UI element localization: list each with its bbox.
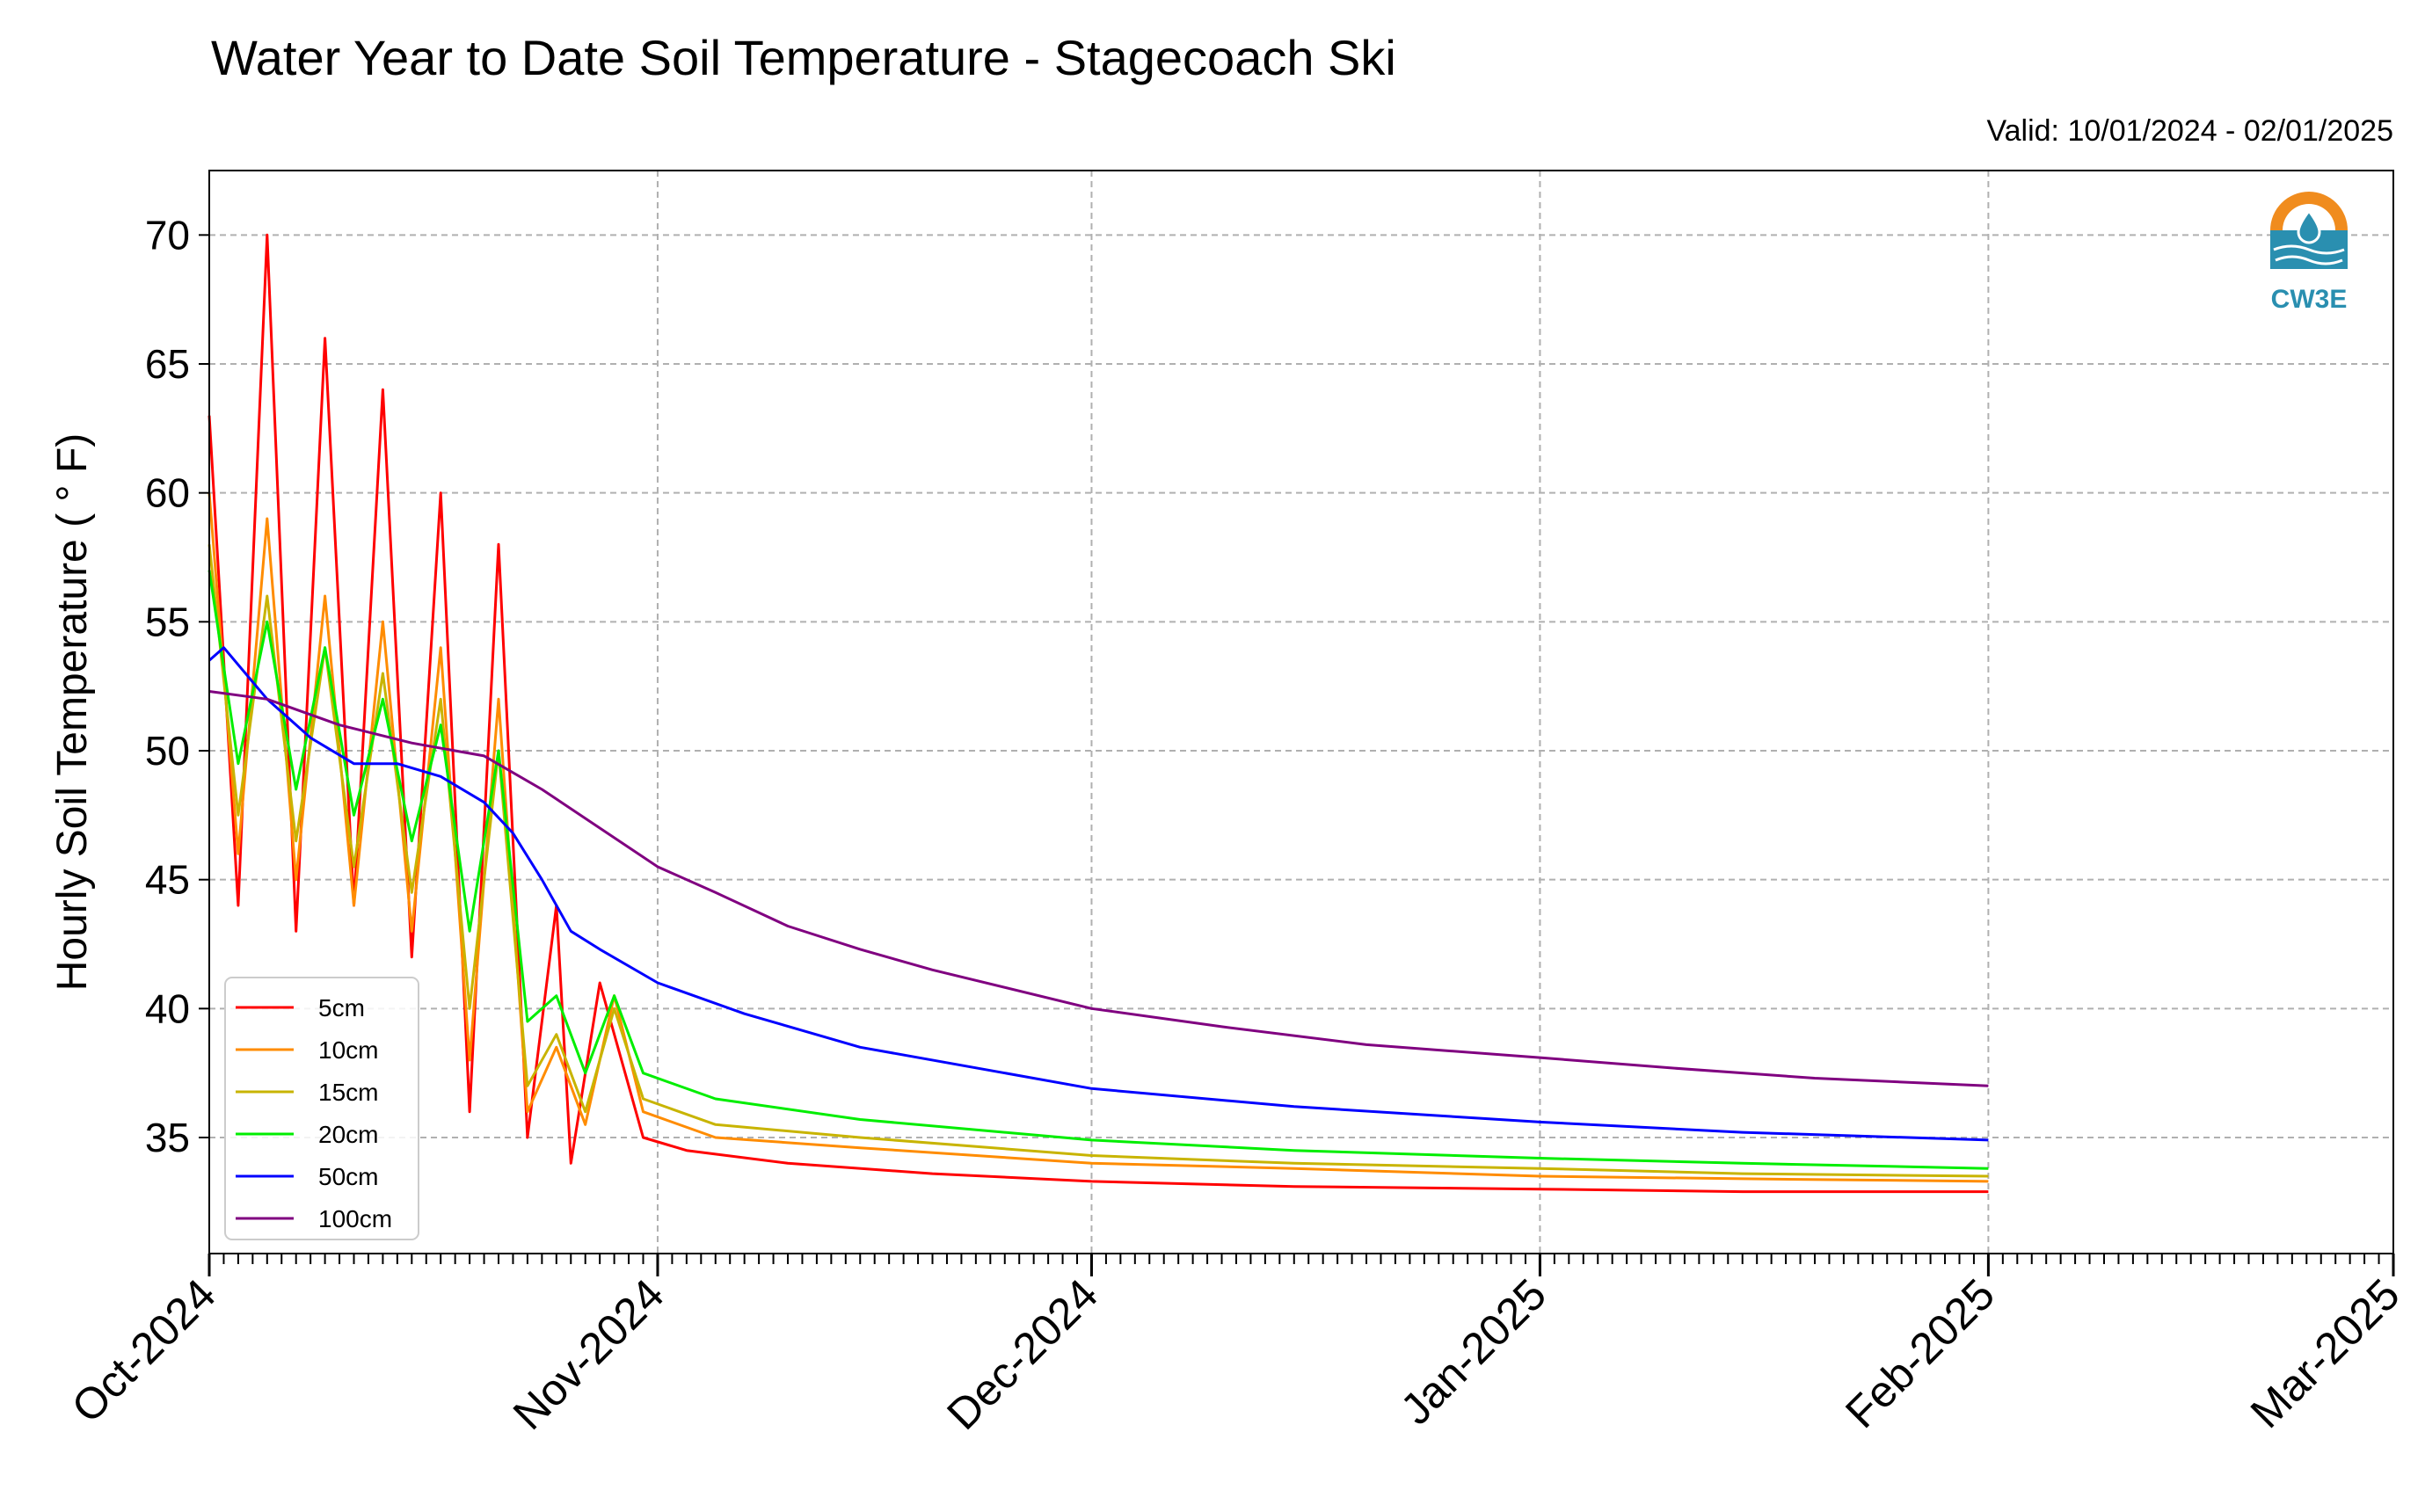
y-tick-label: 70 (145, 212, 190, 258)
y-axis-ticks: 35 40 45 50 55 60 65 70 (145, 212, 209, 1160)
x-tick-label: Mar-2025 (2241, 1269, 2409, 1437)
legend-label: 20cm (318, 1121, 378, 1148)
series-line-10cm (208, 492, 1989, 1183)
legend-label: 15cm (318, 1079, 378, 1106)
y-tick-label: 35 (145, 1115, 190, 1160)
x-axis-ticks: Oct-2024 Nov-2024 Dec-2024 Jan-2025 Feb-2025… (62, 1254, 2409, 1439)
legend-box (224, 977, 419, 1240)
chart-title: Water Year to Date Soil Temperature - St… (211, 30, 1396, 85)
logo-wave (2275, 255, 2343, 265)
y-tick-label: 40 (145, 985, 190, 1031)
series-line-5cm (208, 233, 1989, 1194)
plot-frame (208, 170, 2394, 1254)
y-axis-label: Hourly Soil Temperature ( ° F) (49, 433, 96, 992)
legend-label: 5cm (318, 994, 365, 1021)
logo-wave (2273, 244, 2345, 255)
cw3e-logo: CW3E (2270, 192, 2348, 314)
y-tick-label: 45 (145, 857, 190, 903)
series-line-15cm (208, 544, 1989, 1178)
y-tick-label: 55 (145, 599, 190, 644)
y-tick-label: 65 (145, 341, 190, 387)
series-line-20cm (208, 570, 1989, 1170)
x-tick-label: Oct-2024 (62, 1269, 225, 1432)
legend-label: 10cm (318, 1036, 378, 1064)
legend: 5cm 10cm 15cm 20cm 50cm 100cm (224, 977, 419, 1240)
x-tick-label: Feb-2025 (1836, 1269, 2004, 1437)
chart-subtitle: Valid: 10/01/2024 - 02/01/2025 (1986, 114, 2393, 148)
series-line-50cm (208, 646, 1989, 1142)
logo-text: CW3E (2271, 285, 2348, 314)
legend-label: 50cm (318, 1163, 378, 1190)
x-tick-label: Nov-2024 (504, 1269, 674, 1439)
x-tick-label: Jan-2025 (1391, 1269, 1555, 1434)
legend-label: 100cm (318, 1205, 392, 1232)
y-tick-label: 60 (145, 470, 190, 516)
water-drop-icon (2297, 208, 2321, 244)
series-lines (208, 233, 1989, 1194)
series-line-100cm (208, 690, 1989, 1087)
x-tick-label: Dec-2024 (937, 1269, 1107, 1439)
y-tick-label: 50 (145, 728, 190, 774)
